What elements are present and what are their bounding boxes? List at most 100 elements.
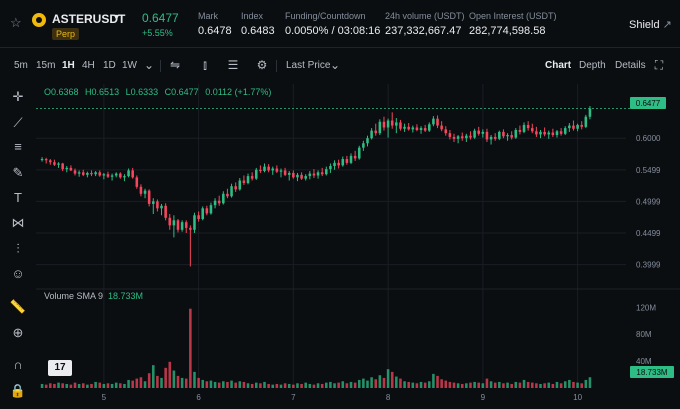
volume-bar [378,375,382,388]
volume-bar [156,375,159,388]
volume-bar [201,379,204,388]
volume-bar [510,383,513,388]
shield-link[interactable]: Shield ↗ [629,18,672,31]
candle-body [308,173,312,177]
volume-bar [460,383,464,388]
interval-4h[interactable]: 4H [82,60,95,71]
current-price-tag [630,97,666,109]
tab-chart[interactable]: Chart [545,60,572,71]
indicator-settings-icon[interactable]: ⇋ [169,58,181,72]
volume-bar [259,383,262,388]
candle-body [246,176,250,184]
ohlc-close: C0.6477 [165,87,199,97]
emoji-icon[interactable]: ☺ [11,266,25,281]
gear-icon[interactable]: ⚙ [256,58,268,72]
indicators-icon[interactable]: ☰ [227,58,239,72]
candle-body [263,166,266,172]
candle-body [320,172,324,175]
candle-body [81,172,85,175]
fib-icon[interactable]: ⫶ [16,241,20,256]
volume-axis: 120M 80M 40M [636,303,656,366]
candle-body [168,217,172,226]
volume-bar [576,382,579,388]
crosshair-icon[interactable]: ✛ [12,89,24,104]
fullscreen-icon[interactable]: ⛶ [654,58,664,72]
external-link-icon: ↗ [662,19,672,31]
tab-depth[interactable]: Depth [579,60,606,71]
candle-body [502,131,505,137]
interval-15m[interactable]: 15m [36,60,56,71]
volume-bar [114,382,118,388]
candle-type-icon[interactable]: ⫾ [203,58,207,72]
interval-more-chevron-icon[interactable]: ⌄ [143,58,155,72]
candle-body [135,177,139,187]
volume-bar [333,383,336,388]
trend-line-icon[interactable]: ⟋ [13,115,23,130]
price-chart[interactable]: 0.6000 0.5499 0.4999 0.4499 0.3999 120M 80M 40… [36,84,680,409]
volume-bar [551,383,555,388]
volume-bar [53,383,56,388]
interval-5m[interactable]: 5m [14,60,28,71]
candle-body [563,128,567,134]
candle-body [382,121,386,128]
time-axis-label: 8 [386,393,391,402]
star-icon[interactable]: ☆ [10,15,22,30]
pattern-icon[interactable]: ⋈ [11,215,25,230]
volume-bar [357,379,361,388]
ruler-icon[interactable]: 📏 [9,299,27,314]
interval-1w[interactable]: 1W [122,60,137,71]
stat-value: 0.6478 [198,25,232,37]
magnet-icon[interactable]: ∩ [13,357,23,372]
price-type-select[interactable]: Last Price [286,60,331,71]
volume-bar [287,383,291,388]
candle-body [349,155,353,163]
volume-bar [69,384,73,388]
ohlc-legend: O0.6368 H0.6513 L0.6333 C0.6477 0.0112 (… [44,87,271,97]
symbol-selector[interactable]: ASTERUSDT [52,12,126,26]
interval-1d[interactable]: 1D [103,60,116,71]
stat-volume: 24h volume (USDT) 237,332,667.47 [385,11,465,37]
volume-bar [325,382,328,388]
tab-details[interactable]: Details [615,60,646,71]
candle-body [254,169,258,179]
volume-bar [86,384,89,388]
volume-bar [563,381,567,388]
zoom-in-icon[interactable]: ⊕ [12,325,24,340]
candle-body [465,135,468,139]
candle-body [440,125,443,130]
candle-body [460,136,464,139]
candle-body [238,180,242,190]
volume-bar [493,382,497,388]
candle-body [551,132,555,136]
caret-down-icon[interactable]: ▼ [112,12,121,22]
stat-funding[interactable]: Funding/Countdown 0.0050% / 03:08:16 [285,11,380,37]
text-icon[interactable]: T [14,190,22,205]
candle-body [366,138,369,144]
candle-body [209,205,213,214]
chart-grid [36,84,630,388]
candle-body [152,201,155,204]
horizontal-lines-icon[interactable]: ≡ [14,139,22,154]
interval-1h[interactable]: 1H [62,60,75,71]
volume-bar [152,365,155,388]
lock-icon[interactable]: 🔒 [9,383,27,398]
candle-body [131,170,134,178]
volume-bar [123,383,126,388]
volume-bar [292,384,295,388]
volume-bar [300,383,303,388]
candle-body [415,127,419,130]
volume-bar [147,373,151,388]
volume-bar [362,378,365,388]
volume-bar [547,382,551,388]
chevron-down-icon[interactable]: ⌄ [329,58,341,72]
candle-body [184,222,188,228]
price-axis-label: 0.4999 [636,197,661,206]
volume-bar [160,377,163,388]
candle-body [407,126,410,130]
price-axis-label: 0.3999 [636,261,661,270]
volume-bar [106,383,110,388]
brush-icon[interactable]: ✎ [12,165,24,180]
candle-body [489,136,493,140]
volume-bar [353,382,357,388]
candle-body [432,118,435,125]
